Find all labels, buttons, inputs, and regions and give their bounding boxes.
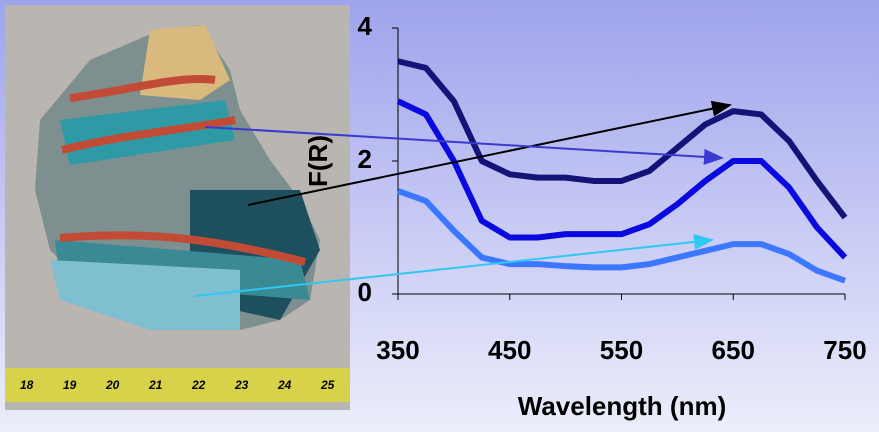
ruler-label: 24 [277,378,292,392]
ruler-label: 25 [320,378,335,392]
x-tick-label: 650 [712,335,755,365]
arrow [247,100,732,206]
series-line [396,98,848,260]
y-axis-label: F(R) [303,135,333,187]
plot: 0 2 4 350 450 550 650 750 [358,11,867,365]
arrow [194,233,714,297]
photo [5,5,350,410]
ruler-label: 22 [191,378,206,392]
x-tick-label: 550 [600,335,643,365]
x-tick-label: 350 [376,335,419,365]
series-line [396,188,847,284]
arrows [194,100,732,297]
ruler-label: 19 [63,378,77,392]
x-tick-label: 750 [823,335,866,365]
arrow [204,126,724,165]
ruler-label: 20 [105,378,120,392]
ruler-label: 21 [148,378,163,392]
ruler: 18 19 20 21 22 23 24 25 [20,378,335,392]
ruler-label: 18 [20,378,34,392]
y-tick-label: 0 [358,277,372,307]
ruler-label: 23 [234,378,249,392]
y-tick-label: 4 [358,11,373,41]
series-line [397,58,848,220]
x-axis-label: Wavelength (nm) [518,391,726,421]
y-tick-label: 2 [358,144,372,174]
x-tick-label: 450 [488,335,531,365]
